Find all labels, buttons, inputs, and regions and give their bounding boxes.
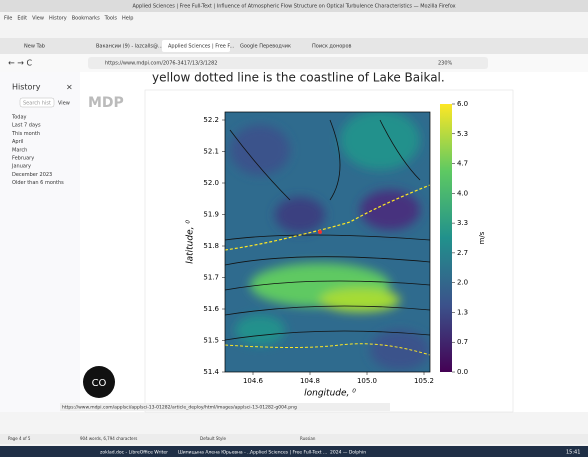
writer-status-item: 904 words, 6,794 characters: [80, 436, 137, 441]
taskbar-item[interactable]: 2024 — Dolphin: [330, 450, 366, 456]
colorbar-tick-label: 1.3: [457, 308, 468, 316]
history-item[interactable]: February: [12, 156, 34, 162]
window-title: Applied Sciences | Free Full-Text | Infl…: [132, 4, 455, 10]
taskbar-item[interactable]: Шипицына Алена Юрьевна - ...: [178, 450, 251, 456]
zoom[interactable]: 230%: [438, 61, 453, 67]
tabs: New Tab Вакансии (9) - lazcalls@... Applie…: [18, 40, 374, 52]
page: Applied Sciences | Free Full-Text | Infl…: [0, 0, 588, 457]
menu-item[interactable]: File: [4, 16, 12, 22]
colorbar-tick-label: 4.0: [457, 189, 468, 197]
colorbar-tick-label: 2.7: [457, 249, 468, 257]
menu-item[interactable]: Help: [122, 16, 133, 22]
tab-title[interactable]: New Tab: [24, 44, 45, 50]
logo: MDP: [88, 95, 124, 111]
history-item[interactable]: April: [12, 139, 23, 145]
article-text: yellow dotted line is the coastline of L…: [152, 71, 445, 85]
x-tick-label: 104.8: [300, 377, 320, 385]
tab-title[interactable]: Google Переводчик: [240, 44, 291, 50]
colorbar-unit: m/s: [478, 231, 486, 244]
menu-item[interactable]: View: [32, 16, 44, 22]
menu-item[interactable]: Tools: [104, 16, 118, 22]
view-button[interactable]: View: [58, 101, 70, 107]
history-item[interactable]: Last 7 days: [12, 123, 41, 129]
colorbar-tick-label: 0.7: [457, 338, 468, 346]
badge-text[interactable]: CO: [92, 378, 107, 389]
colorbar-tick-label: 6.0: [457, 100, 468, 108]
clock: 15:41: [566, 450, 580, 456]
menu-item[interactable]: Edit: [17, 16, 27, 22]
history-item[interactable]: Today: [11, 115, 27, 121]
y-tick-label: 51.7: [203, 274, 219, 282]
writer-status-item: Russian: [300, 436, 316, 441]
sidebar-title: History: [12, 83, 41, 92]
tab-title[interactable]: Applied Sciences | Free F...: [168, 44, 235, 50]
screen: Applied Sciences | Free Full-Text | Infl…: [0, 0, 588, 457]
colorbar-tick-label: 4.7: [457, 160, 468, 168]
y-tick-label: 52.1: [203, 148, 219, 156]
colorbar-tick-label: 3.3: [457, 219, 468, 227]
history-item[interactable]: This month: [11, 131, 40, 137]
nav-buttons[interactable]: ← → C: [8, 59, 32, 68]
colorbar-tick-label: 5.3: [457, 130, 468, 138]
y-tick-label: 51.4: [203, 368, 219, 376]
search-placeholder[interactable]: Search hist: [23, 101, 51, 107]
y-label: latitude, ⁰: [186, 220, 196, 264]
tab-title[interactable]: Вакансии (9) - lazcalls@...: [96, 44, 163, 50]
x-label: longitude, ⁰: [304, 389, 356, 399]
taskbar-items: zoklad.doc - LibreOffice Writer Шипицына …: [100, 450, 366, 456]
x-tick-label: 105.0: [357, 377, 377, 385]
colorbar-tick-label: 2.0: [457, 279, 468, 287]
history-item[interactable]: December 2023: [12, 172, 52, 178]
history-item[interactable]: March: [12, 147, 27, 153]
writer-status-item: Default Style: [200, 436, 226, 441]
y-tick-label: 51.5: [203, 337, 219, 345]
y-tick-label: 52.2: [203, 116, 219, 124]
tab-title[interactable]: Поиск доноров: [312, 44, 352, 50]
wind-field: [225, 110, 430, 372]
taskbar-item[interactable]: zoklad.doc - LibreOffice Writer: [100, 450, 168, 456]
colorbar: [440, 104, 452, 372]
status-link: https://www.mdpi.com/applsci/applsci-13-…: [62, 405, 297, 411]
x-tick-label: 105.2: [414, 377, 434, 385]
y-tick-label: 51.9: [203, 211, 219, 219]
y-tick-label: 52.0: [203, 179, 219, 187]
writer-status-item: Page 4 of 5: [8, 436, 31, 441]
menu-item[interactable]: Bookmarks: [72, 16, 100, 22]
history-item[interactable]: January: [11, 164, 31, 170]
taskbar-item[interactable]: Applied Sciences | Free Full-Text ...: [250, 450, 327, 456]
colorbar-tick-label: 0.0: [457, 368, 468, 376]
history-item[interactable]: Older than 6 months: [12, 180, 64, 186]
y-tick-label: 51.6: [203, 305, 219, 313]
menu-item[interactable]: History: [49, 16, 67, 22]
x-tick-label: 104.6: [243, 377, 264, 385]
close[interactable]: ×: [66, 83, 73, 92]
url[interactable]: https://www.mdpi.com/2076-3417/13/3/1282: [105, 61, 217, 67]
y-tick-label: 51.8: [203, 242, 219, 250]
